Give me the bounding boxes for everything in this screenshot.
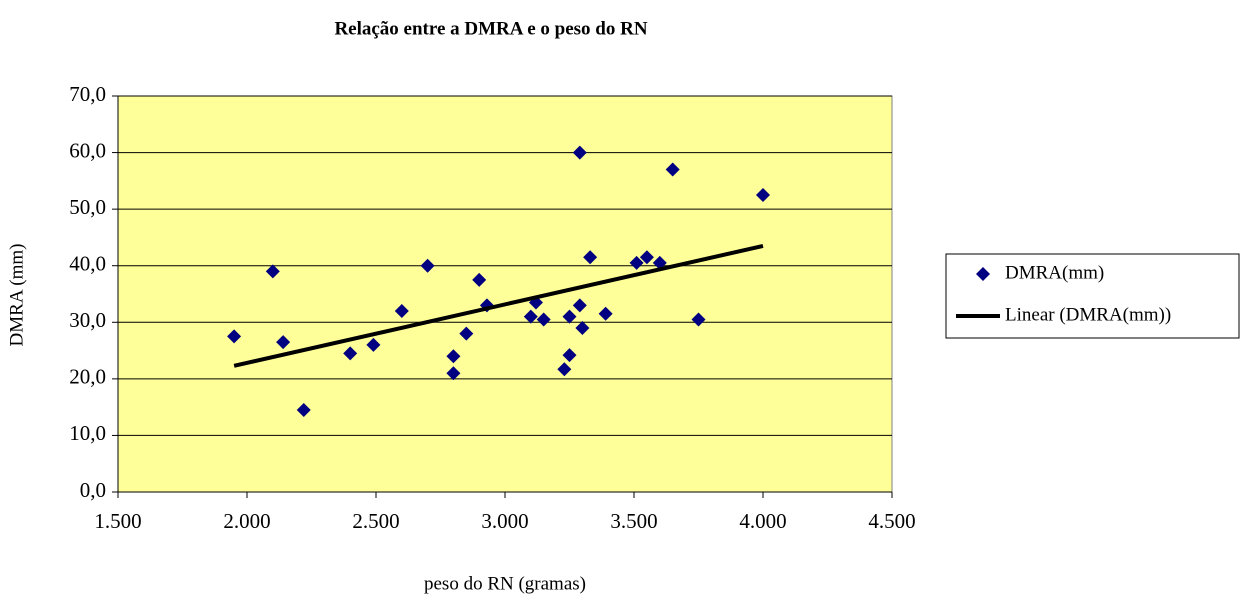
plot-area bbox=[117, 95, 893, 493]
data-point bbox=[562, 309, 577, 324]
data-point bbox=[572, 145, 587, 160]
legend-label: Linear (DMRA(mm)) bbox=[1005, 304, 1171, 325]
y-tick-label: 70,0 bbox=[69, 82, 106, 106]
data-point bbox=[394, 303, 409, 318]
data-point bbox=[598, 306, 613, 321]
x-tick-label: 4.500 bbox=[868, 509, 915, 533]
chart-title: Relação entre a DMRA e o peso do RN bbox=[334, 18, 647, 39]
y-tick-label: 10,0 bbox=[69, 421, 106, 445]
y-tick-label: 50,0 bbox=[69, 195, 106, 219]
data-point bbox=[583, 250, 598, 265]
data-point bbox=[639, 250, 654, 265]
data-point bbox=[756, 188, 770, 202]
data-point bbox=[296, 402, 311, 417]
x-tick-label: 4.000 bbox=[739, 509, 786, 533]
data-point bbox=[420, 258, 435, 273]
data-point bbox=[523, 309, 538, 324]
data-point bbox=[276, 335, 291, 350]
data-point bbox=[562, 348, 577, 363]
data-point bbox=[665, 162, 680, 177]
data-point bbox=[343, 346, 358, 361]
legend-box bbox=[945, 253, 1240, 339]
data-point bbox=[227, 329, 242, 344]
x-tick-label: 3.000 bbox=[481, 509, 528, 533]
y-tick-label: 60,0 bbox=[69, 138, 106, 162]
data-point bbox=[575, 320, 590, 335]
y-tick-label: 0,0 bbox=[80, 478, 106, 502]
data-point bbox=[629, 255, 644, 270]
data-point bbox=[536, 312, 551, 327]
data-point bbox=[446, 349, 461, 364]
legend-symbol bbox=[976, 267, 990, 281]
data-point bbox=[265, 264, 280, 279]
y-tick-label: 30,0 bbox=[69, 308, 106, 332]
data-point bbox=[472, 272, 487, 287]
data-point bbox=[652, 255, 667, 270]
x-tick-label: 2.000 bbox=[223, 509, 270, 533]
y-tick-label: 40,0 bbox=[69, 252, 106, 276]
data-point bbox=[691, 312, 706, 327]
data-point bbox=[446, 366, 461, 381]
y-tick-label: 20,0 bbox=[69, 365, 106, 389]
x-tick-label: 3.500 bbox=[610, 509, 657, 533]
data-point bbox=[366, 337, 381, 352]
legend-label: DMRA(mm) bbox=[1005, 262, 1104, 283]
x-tick-label: 1.500 bbox=[94, 509, 141, 533]
data-point bbox=[557, 362, 572, 377]
trend-line bbox=[233, 243, 764, 368]
x-tick-label: 2.500 bbox=[352, 509, 399, 533]
data-point bbox=[572, 298, 587, 313]
x-axis-label: peso do RN (gramas) bbox=[424, 573, 586, 594]
data-point bbox=[459, 326, 474, 341]
y-axis-label: DMRA (mm) bbox=[6, 244, 27, 347]
